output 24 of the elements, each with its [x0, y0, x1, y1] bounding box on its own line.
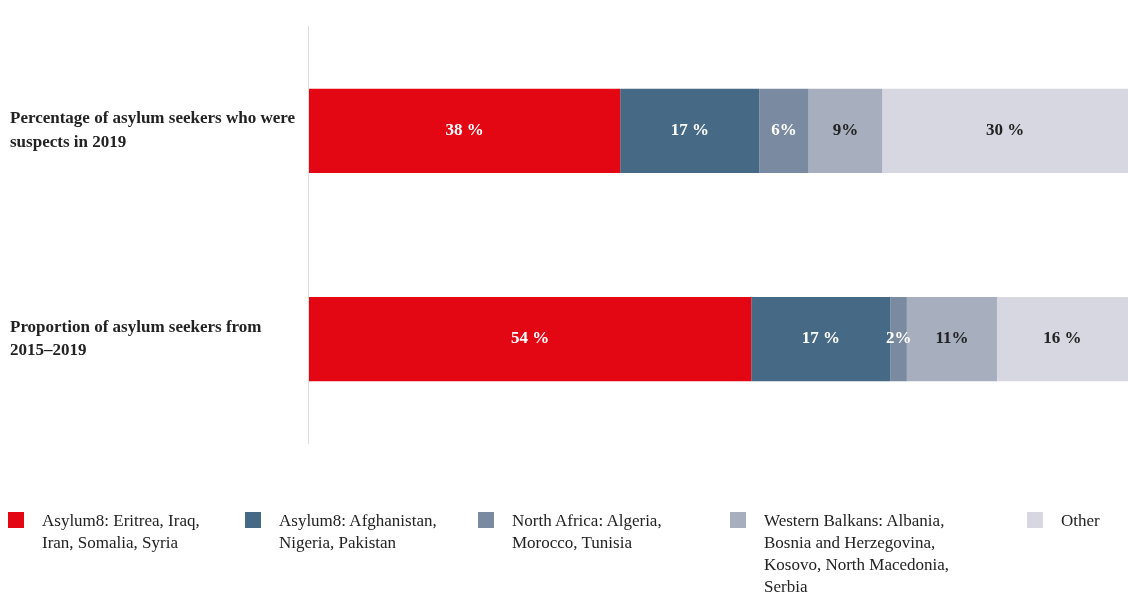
data-label: 6% [771, 120, 797, 140]
bar [996, 296, 1128, 382]
bar [308, 296, 752, 382]
bar [808, 88, 883, 174]
data-label: 17 % [670, 120, 709, 140]
data-label: 30 % [986, 120, 1025, 140]
bar [308, 88, 621, 174]
legend-label: Western Balkans: Albania, Bosnia and Herzegovina, Kosovo, North Macedonia, Serbia [764, 510, 951, 596]
data-label: 17 % [801, 328, 840, 348]
y-tick-label: Percentage of asylum seekers who were suspects in 2019 [10, 108, 296, 152]
bar [759, 88, 809, 174]
data-label: 16 % [1043, 328, 1082, 348]
data-label: 11% [935, 328, 969, 348]
y-tick-label: Proportion of asylum seekers from 2015–2019 [10, 316, 262, 360]
bar [620, 88, 760, 174]
legend-label: Asylum8: Eritrea, Iraq, Iran, Somalia, Syria [42, 510, 201, 554]
bar [882, 88, 1128, 174]
data-label: 38 % [445, 120, 484, 140]
data-label: 9% [832, 120, 859, 140]
legend-label: North Africa: Algeria, Morocco, Tunisia [512, 510, 663, 554]
legend-label: Other [1061, 510, 1101, 532]
legend-label: Asylum8: Afghanistan, Nigeria, Pakistan [279, 510, 438, 554]
data-label: 54 % [511, 328, 550, 348]
data-label: 2% [885, 328, 912, 348]
